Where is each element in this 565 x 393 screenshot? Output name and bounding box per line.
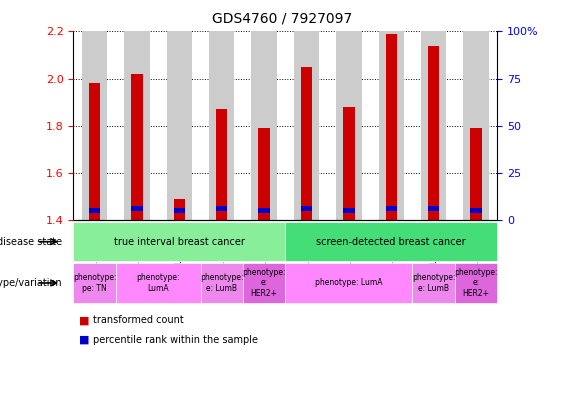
Bar: [173, 208, 185, 213]
Text: genotype/variation: genotype/variation: [0, 278, 62, 288]
Bar: [385, 34, 397, 220]
Bar: [343, 208, 355, 213]
Bar: [251, 31, 277, 220]
Bar: [89, 83, 101, 220]
Text: phenotype:
e:
HER2+: phenotype: e: HER2+: [454, 268, 498, 298]
Text: GDS4760 / 7927097: GDS4760 / 7927097: [212, 12, 353, 26]
Bar: [470, 208, 482, 213]
Bar: [173, 199, 185, 220]
Text: phenotype:
LumA: phenotype: LumA: [137, 273, 180, 293]
Bar: [336, 31, 362, 220]
Bar: [131, 206, 143, 211]
Bar: [124, 31, 150, 220]
Bar: [294, 31, 319, 220]
Text: phenotype:
pe: TN: phenotype: pe: TN: [73, 273, 116, 293]
Bar: [379, 31, 404, 220]
Bar: [131, 74, 143, 220]
Text: phenotype:
e:
HER2+: phenotype: e: HER2+: [242, 268, 286, 298]
Text: disease state: disease state: [0, 237, 62, 247]
Bar: [343, 107, 355, 220]
Bar: [258, 128, 270, 220]
Text: transformed count: transformed count: [93, 315, 184, 325]
Bar: [301, 206, 312, 211]
Bar: [463, 31, 489, 220]
Text: phenotype: LumA: phenotype: LumA: [315, 279, 383, 287]
Text: screen-detected breast cancer: screen-detected breast cancer: [316, 237, 466, 247]
Text: phenotype:
e: LumB: phenotype: e: LumB: [412, 273, 455, 293]
Text: percentile rank within the sample: percentile rank within the sample: [93, 335, 258, 345]
Text: ■: ■: [79, 315, 90, 325]
Bar: [258, 208, 270, 213]
Bar: [216, 206, 228, 211]
Bar: [385, 206, 397, 211]
Text: phenotype:
e: LumB: phenotype: e: LumB: [200, 273, 244, 293]
Bar: [428, 46, 440, 220]
Text: ■: ■: [79, 335, 90, 345]
Bar: [428, 206, 440, 211]
Bar: [421, 31, 446, 220]
Bar: [89, 208, 101, 213]
Bar: [167, 31, 192, 220]
Bar: [82, 31, 107, 220]
Bar: [216, 109, 228, 220]
Text: true interval breast cancer: true interval breast cancer: [114, 237, 245, 247]
Bar: [301, 67, 312, 220]
Bar: [209, 31, 234, 220]
Bar: [470, 128, 482, 220]
